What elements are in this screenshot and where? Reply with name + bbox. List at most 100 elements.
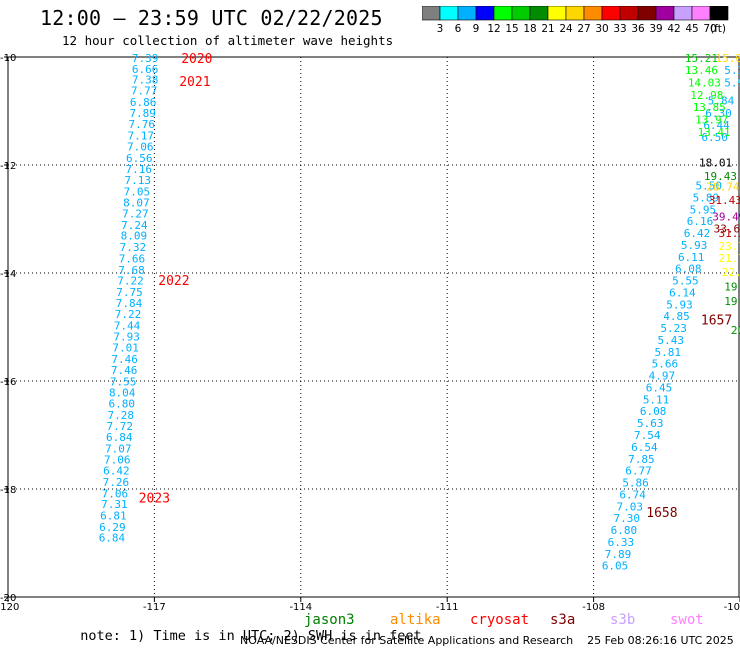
wave-height-label: 6.56 — [126, 152, 153, 165]
wave-height-label: 7.27 — [122, 208, 149, 221]
colorbar-swatch — [709, 6, 729, 21]
wave-height-label: 7.76 — [128, 118, 155, 131]
y-tick-label: -12 — [0, 161, 16, 172]
colorbar-tick-label: 39 — [649, 23, 662, 35]
wave-height-label: 12.98 — [690, 89, 723, 102]
wave-height-label: 7.17 — [127, 129, 154, 142]
wave-height-label: 5.50 — [696, 180, 723, 193]
wave-height-label: 19.43 — [704, 170, 737, 183]
wave-height-label: 8.07 — [123, 196, 150, 209]
wave-height-label: 31.37 — [719, 227, 740, 240]
wave-height-label: 7.06 — [102, 487, 129, 500]
wave-height-label: 7.03 — [616, 500, 643, 513]
wave-height-label: 7.30 — [614, 512, 641, 525]
wave-height-label: 7.13 — [125, 174, 152, 187]
note-text: note: 1) Time is in UTC; 2) SWH is in fe… — [80, 628, 422, 644]
page-subtitle: 12 hour collection of altimeter wave hei… — [62, 33, 394, 48]
wave-height-label: 5.93 — [681, 239, 708, 252]
wave-height-label: 5.95 — [690, 203, 717, 216]
page-title: 12:00 – 23:59 UTC 02/22/2025 — [40, 6, 383, 30]
colorbar-tick-label: 45 — [685, 23, 698, 35]
wave-height-label: 5.89 — [693, 191, 720, 204]
wave-height-label: 6.84 — [106, 431, 133, 444]
wave-height-label: 7.01 — [112, 342, 139, 355]
pass-time-label: 2022 — [158, 274, 189, 289]
wave-height-label: 8.04 — [109, 386, 136, 399]
pass-time-label: 1658 — [646, 506, 677, 521]
wave-height-label: 13.85 — [693, 101, 726, 114]
x-tick-label: -10 — [724, 602, 740, 613]
wave-height-label: 7.44 — [114, 319, 141, 332]
colorbar-tick-label: 3 — [437, 23, 444, 35]
wave-height-label: 5.86 — [622, 477, 649, 490]
wave-height-label: 6.11 — [678, 251, 705, 264]
wave-height-label: 22.1 — [722, 266, 740, 279]
wave-height-label: 8.09 — [121, 230, 148, 243]
wave-height-label: 6.08 — [675, 263, 702, 276]
colorbar-tick-label: 15 — [505, 23, 518, 35]
colorbar-tick-label: 42 — [667, 23, 680, 35]
wave-height-label: 6.86 — [130, 96, 157, 109]
wave-height-label: 6.29 — [99, 521, 126, 534]
wave-height-label: 7.46 — [111, 364, 138, 377]
wave-height-label: 5.66 — [652, 358, 679, 371]
colorbar-tick-label: 27 — [577, 23, 590, 35]
wave-height-label: 7.22 — [115, 308, 142, 321]
colorbar-tick-label: 9 — [473, 23, 480, 35]
wave-height-label: 6.81 — [100, 509, 127, 522]
colorbar-tick-label: 18 — [523, 23, 536, 35]
pass-time-label: 2021 — [179, 75, 210, 90]
wave-height-label: 5.11 — [643, 393, 670, 406]
colorbar-tick-label: 12 — [487, 23, 500, 35]
wave-height-label: 6.66 — [132, 63, 159, 76]
wave-height-label: 7.54 — [634, 429, 661, 442]
wave-height-label: 6.16 — [687, 215, 714, 228]
wave-height-label: 6.05 — [602, 560, 629, 573]
wave-height-label: 7.24 — [121, 219, 148, 232]
colorbar-tick-label: 36 — [631, 23, 645, 35]
y-tick-label: -18 — [0, 485, 16, 496]
wave-height-label: 5.31 — [724, 64, 740, 77]
y-tick-label: -14 — [0, 269, 16, 280]
wave-height-label: 7.38 — [132, 74, 159, 87]
wave-height-label: 13.46 — [685, 64, 718, 77]
wave-height-label: 7.26 — [103, 476, 130, 489]
colorbar-tick-label: 33 — [613, 23, 626, 35]
wave-height-label: 6.80 — [108, 398, 135, 411]
wave-height-label: 7.28 — [107, 409, 134, 422]
wave-height-label: 5.63 — [637, 417, 664, 430]
wave-height-label: 6.42 — [684, 227, 711, 240]
wave-height-label: 20 — [731, 324, 740, 337]
wave-height-label: 21.71 — [719, 252, 740, 265]
colorbar-tick-label: 21 — [541, 23, 554, 35]
satellite-legend-jason3: jason3 — [304, 612, 355, 628]
pass-time-label: 2020 — [181, 52, 212, 67]
wave-height-label: 6.80 — [611, 524, 638, 537]
wave-height-label: 7.89 — [605, 548, 632, 561]
wave-height-label: 5.23 — [660, 322, 687, 335]
satellite-legend-altika: altika — [390, 612, 441, 628]
wave-height-label: 5.93 — [724, 76, 740, 89]
plot-frame — [7, 56, 740, 598]
wave-height-label: 4.97 — [649, 370, 676, 383]
wave-height-label: 5.43 — [657, 334, 684, 347]
wave-height-label: 7.89 — [129, 107, 156, 120]
wave-height-label: 23.75 — [719, 240, 740, 253]
wave-height-label: 39.49 — [712, 210, 740, 223]
colorbar-tick-label: 6 — [455, 23, 462, 35]
wave-height-label: 6.42 — [103, 465, 130, 478]
wave-height-label: 6.08 — [640, 405, 667, 418]
wave-height-label: 7.39 — [132, 52, 159, 65]
wave-height-label: 6.84 — [99, 532, 126, 545]
wave-height-label: 5.55 — [672, 275, 699, 288]
wave-height-label: 7.85 — [628, 453, 655, 466]
wave-height-label: 6.74 — [619, 488, 646, 501]
wave-height-label: 7.75 — [116, 286, 143, 299]
wave-height-label: 19.7 — [724, 295, 740, 308]
wave-height-label: 13.97 — [695, 114, 728, 127]
colorbar-legend: 3 6 9 12 15 18 21 24 27 30 33 36 39 42 45 70(ft) — [422, 6, 729, 35]
y-tick-label: -20 — [0, 593, 16, 604]
colorbar-unit: (ft) — [710, 23, 726, 35]
wave-height-label: 7.32 — [120, 241, 147, 254]
x-tick-label: -108 — [582, 602, 605, 613]
